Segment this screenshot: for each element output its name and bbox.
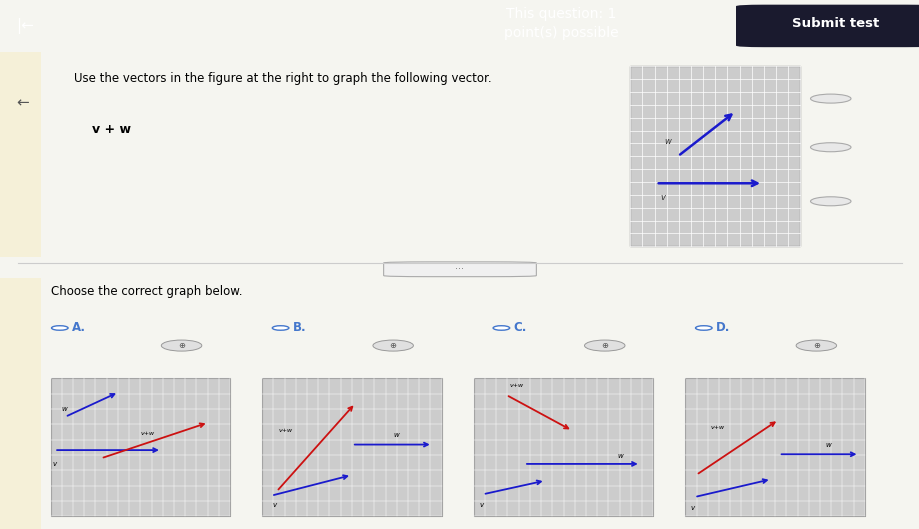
Circle shape xyxy=(810,197,850,206)
Circle shape xyxy=(51,326,68,330)
Circle shape xyxy=(795,340,835,351)
Text: w: w xyxy=(664,137,670,146)
Bar xyxy=(630,66,800,247)
Text: v: v xyxy=(52,461,56,467)
Circle shape xyxy=(810,143,850,152)
Text: w: w xyxy=(62,406,67,412)
Text: v+w: v+w xyxy=(141,431,154,436)
Circle shape xyxy=(272,326,289,330)
Text: v: v xyxy=(690,505,694,511)
Text: ⊕: ⊕ xyxy=(812,341,819,350)
Text: v: v xyxy=(479,503,482,508)
Text: v+w: v+w xyxy=(709,425,724,431)
FancyBboxPatch shape xyxy=(383,262,536,277)
Circle shape xyxy=(695,326,711,330)
Text: v + w: v + w xyxy=(92,123,130,136)
Text: v+w: v+w xyxy=(278,428,292,433)
Bar xyxy=(51,378,230,516)
Bar xyxy=(473,378,652,516)
Text: This question: 1
point(s) possible: This question: 1 point(s) possible xyxy=(504,7,618,40)
Text: D.: D. xyxy=(715,322,730,334)
Text: v: v xyxy=(660,193,664,202)
Text: ···: ··· xyxy=(455,264,464,274)
Text: ⊕: ⊕ xyxy=(390,341,396,350)
Bar xyxy=(685,378,864,516)
FancyBboxPatch shape xyxy=(735,5,919,47)
Text: ⊕: ⊕ xyxy=(178,341,185,350)
Circle shape xyxy=(372,340,413,351)
Circle shape xyxy=(810,94,850,103)
Text: v: v xyxy=(273,503,277,508)
Text: B.: B. xyxy=(292,322,306,334)
Text: Choose the correct graph below.: Choose the correct graph below. xyxy=(51,285,242,298)
Text: w: w xyxy=(392,432,399,438)
Circle shape xyxy=(161,340,201,351)
Text: ⊕: ⊕ xyxy=(601,341,607,350)
Text: w: w xyxy=(617,453,622,459)
Bar xyxy=(262,378,441,516)
Text: ←: ← xyxy=(17,96,29,111)
Text: C.: C. xyxy=(513,322,527,334)
Text: |←: |← xyxy=(17,18,34,34)
Text: Submit test: Submit test xyxy=(791,17,878,30)
Bar xyxy=(0,52,41,257)
Bar xyxy=(0,278,41,529)
Circle shape xyxy=(493,326,509,330)
Text: w: w xyxy=(824,442,830,448)
Text: A.: A. xyxy=(72,322,85,334)
Circle shape xyxy=(584,340,624,351)
Text: v+w: v+w xyxy=(509,382,523,388)
Text: Use the vectors in the figure at the right to graph the following vector.: Use the vectors in the figure at the rig… xyxy=(74,72,491,85)
